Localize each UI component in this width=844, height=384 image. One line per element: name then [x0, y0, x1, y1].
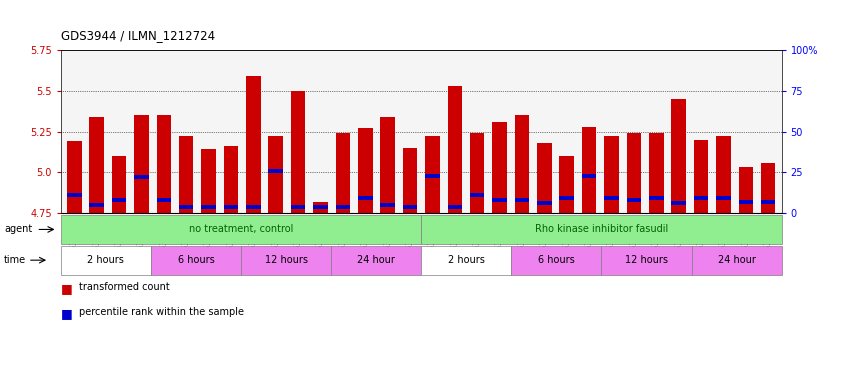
Bar: [156, 198, 170, 202]
Bar: [716, 136, 730, 213]
Text: Rho kinase inhibitor fasudil: Rho kinase inhibitor fasudil: [534, 224, 668, 235]
Bar: [626, 198, 641, 202]
Text: ■: ■: [61, 307, 73, 320]
Bar: [403, 205, 417, 209]
Bar: [111, 156, 126, 213]
Bar: [246, 76, 260, 213]
Text: transformed count: transformed count: [79, 282, 170, 292]
Bar: [671, 201, 685, 205]
Text: GDS3944 / ILMN_1212724: GDS3944 / ILMN_1212724: [61, 29, 214, 42]
Bar: [492, 122, 506, 213]
Bar: [760, 162, 775, 213]
Bar: [648, 133, 663, 213]
Bar: [313, 205, 327, 209]
Bar: [559, 156, 573, 213]
Bar: [89, 203, 104, 207]
Bar: [425, 174, 439, 178]
Bar: [469, 133, 484, 213]
Bar: [134, 175, 149, 179]
Text: 24 hour: 24 hour: [357, 255, 395, 265]
Text: 6 hours: 6 hours: [177, 255, 214, 265]
Text: time: time: [4, 255, 26, 265]
Text: ■: ■: [61, 282, 73, 295]
Bar: [335, 205, 349, 209]
Text: 2 hours: 2 hours: [87, 255, 124, 265]
Text: percentile rank within the sample: percentile rank within the sample: [79, 307, 244, 317]
Bar: [268, 136, 283, 213]
Bar: [111, 198, 126, 202]
Bar: [492, 198, 506, 202]
Bar: [179, 136, 193, 213]
Bar: [514, 198, 528, 202]
Bar: [67, 193, 82, 197]
Bar: [559, 196, 573, 200]
Bar: [179, 205, 193, 209]
Bar: [156, 115, 170, 213]
Bar: [358, 196, 372, 200]
Bar: [246, 205, 260, 209]
Bar: [537, 143, 551, 213]
Bar: [648, 196, 663, 200]
Bar: [224, 146, 238, 213]
Bar: [335, 133, 349, 213]
Text: 6 hours: 6 hours: [538, 255, 574, 265]
Bar: [224, 205, 238, 209]
Bar: [469, 193, 484, 197]
Bar: [201, 149, 215, 213]
Text: no treatment, control: no treatment, control: [188, 224, 293, 235]
Bar: [358, 128, 372, 213]
Bar: [716, 196, 730, 200]
Text: 24 hour: 24 hour: [717, 255, 755, 265]
Bar: [313, 202, 327, 213]
Bar: [201, 205, 215, 209]
Text: 12 hours: 12 hours: [625, 255, 668, 265]
Bar: [425, 136, 439, 213]
Bar: [380, 203, 394, 207]
Bar: [603, 196, 618, 200]
Bar: [738, 200, 752, 204]
Bar: [760, 200, 775, 204]
Text: 2 hours: 2 hours: [447, 255, 484, 265]
Bar: [268, 169, 283, 173]
Bar: [514, 115, 528, 213]
Bar: [671, 99, 685, 213]
Bar: [67, 141, 82, 213]
Bar: [693, 140, 707, 213]
Bar: [738, 167, 752, 213]
Text: 12 hours: 12 hours: [264, 255, 307, 265]
Bar: [447, 86, 462, 213]
Bar: [134, 115, 149, 213]
Bar: [290, 91, 305, 213]
Bar: [693, 196, 707, 200]
Bar: [403, 148, 417, 213]
Bar: [380, 117, 394, 213]
Bar: [290, 205, 305, 209]
Bar: [537, 201, 551, 205]
Text: agent: agent: [4, 224, 32, 235]
Bar: [603, 136, 618, 213]
Bar: [89, 117, 104, 213]
Bar: [447, 205, 462, 209]
Bar: [626, 133, 641, 213]
Bar: [582, 127, 596, 213]
Bar: [582, 174, 596, 178]
